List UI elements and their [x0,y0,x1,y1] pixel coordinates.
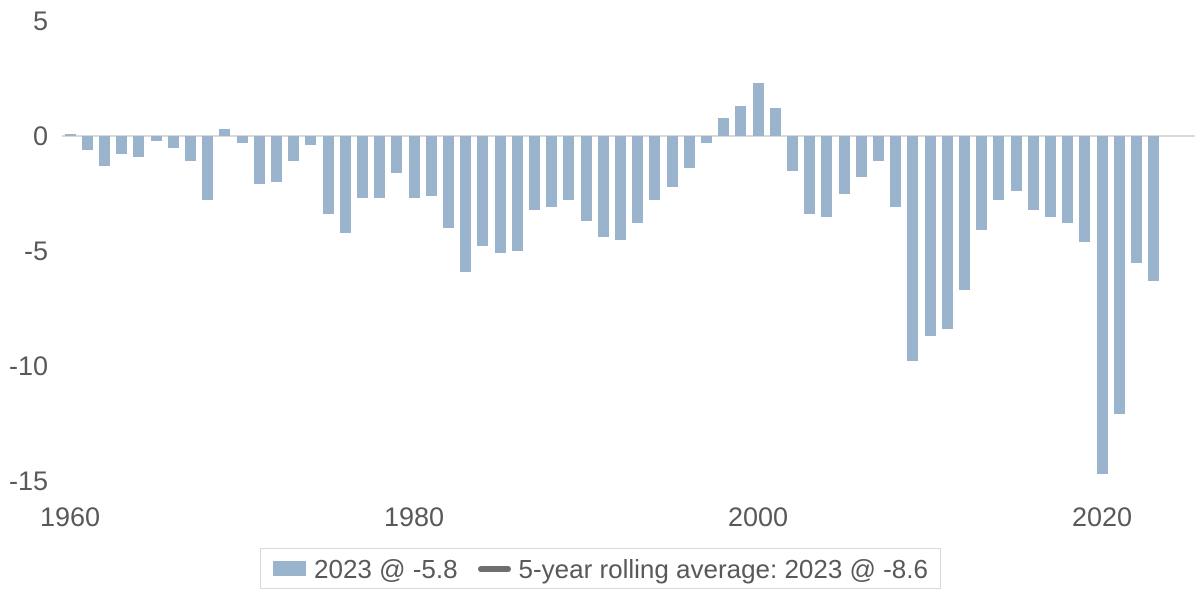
bar-2003 [804,136,815,214]
bar-1987 [529,136,540,210]
bar-1971 [254,136,265,184]
bar-1965 [151,136,162,141]
bar-1979 [391,136,402,173]
bar-2005 [839,136,850,194]
bar-2009 [907,136,918,361]
bar-1993 [632,136,643,223]
legend-item-line-series[interactable]: 5-year rolling average: 2023 @ -8.6 [477,553,928,584]
bar-1963 [116,136,127,154]
bar-2013 [976,136,987,230]
bar-1969 [219,129,230,136]
bar-1970 [237,136,248,143]
y-tick-label-5: 5 [32,6,48,36]
x-tick-label-2020: 2020 [1071,502,1133,532]
bar-1981 [426,136,437,196]
bar-1966 [168,136,179,148]
bar-2000 [753,83,764,136]
bar-1976 [340,136,351,233]
bar-1996 [684,136,695,168]
bar-2018 [1062,136,1073,223]
bar-2006 [856,136,867,177]
bar-1972 [271,136,282,182]
bar-1991 [598,136,609,237]
line-series-label: 5-year rolling average: 2023 @ -8.6 [518,553,928,584]
bar-2011 [942,136,953,329]
bar-1974 [305,136,316,145]
bar-1973 [288,136,299,161]
bar-1968 [202,136,213,200]
x-tick-label-1980: 1980 [383,502,445,532]
bar-1983 [460,136,471,272]
bar-1994 [649,136,660,200]
bar-2015 [1011,136,1022,191]
x-tick-label-1960: 1960 [39,502,101,532]
bar-1962 [99,136,110,166]
bar-2022 [1131,136,1142,263]
bar-2017 [1045,136,1056,217]
bar-1967 [185,136,196,161]
bar-1998 [718,118,729,136]
bar-2019 [1079,136,1090,242]
y-tick-label--15: -15 [8,466,48,496]
bar-2008 [890,136,901,207]
bar-1992 [615,136,626,240]
x-tick-label-2000: 2000 [727,502,789,532]
bar-2001 [770,108,781,136]
bar-1997 [701,136,712,143]
bar-1977 [357,136,368,198]
bar-2014 [993,136,1004,200]
bar-2023 [1148,136,1159,281]
bar-1986 [512,136,523,251]
bar-series-label: 2023 @ -5.8 [314,553,458,584]
bar-1975 [323,136,334,214]
y-tick-label--10: -10 [8,351,48,381]
bar-2002 [787,136,798,171]
bar-1984 [477,136,488,246]
bar-1988 [546,136,557,207]
bar-1982 [443,136,454,228]
bar-1989 [563,136,574,200]
bar-1978 [374,136,385,198]
bar-2016 [1028,136,1039,210]
legend-item-bar-series[interactable]: 2023 @ -5.8 [273,553,458,584]
y-tick-label-0: 0 [32,121,48,151]
bar-1960 [65,134,76,136]
bar-2010 [925,136,936,336]
bar-1995 [667,136,678,187]
bar-series-swatch-icon [273,561,307,576]
bar-1990 [581,136,592,221]
bar-2021 [1114,136,1125,414]
bar-2004 [821,136,832,217]
bar-2007 [873,136,884,161]
bar-2020 [1097,136,1108,474]
zero-axis-line [62,135,1195,137]
line-series-swatch-icon [477,565,511,572]
bar-1980 [409,136,420,198]
bar-1961 [82,136,93,150]
bar-1985 [495,136,506,253]
bar-1999 [735,106,746,136]
legend: 2023 @ -5.8 5-year rolling average: 2023… [260,548,941,589]
bar-1964 [133,136,144,157]
y-tick-label--5: -5 [23,236,48,266]
bar-2012 [959,136,970,290]
